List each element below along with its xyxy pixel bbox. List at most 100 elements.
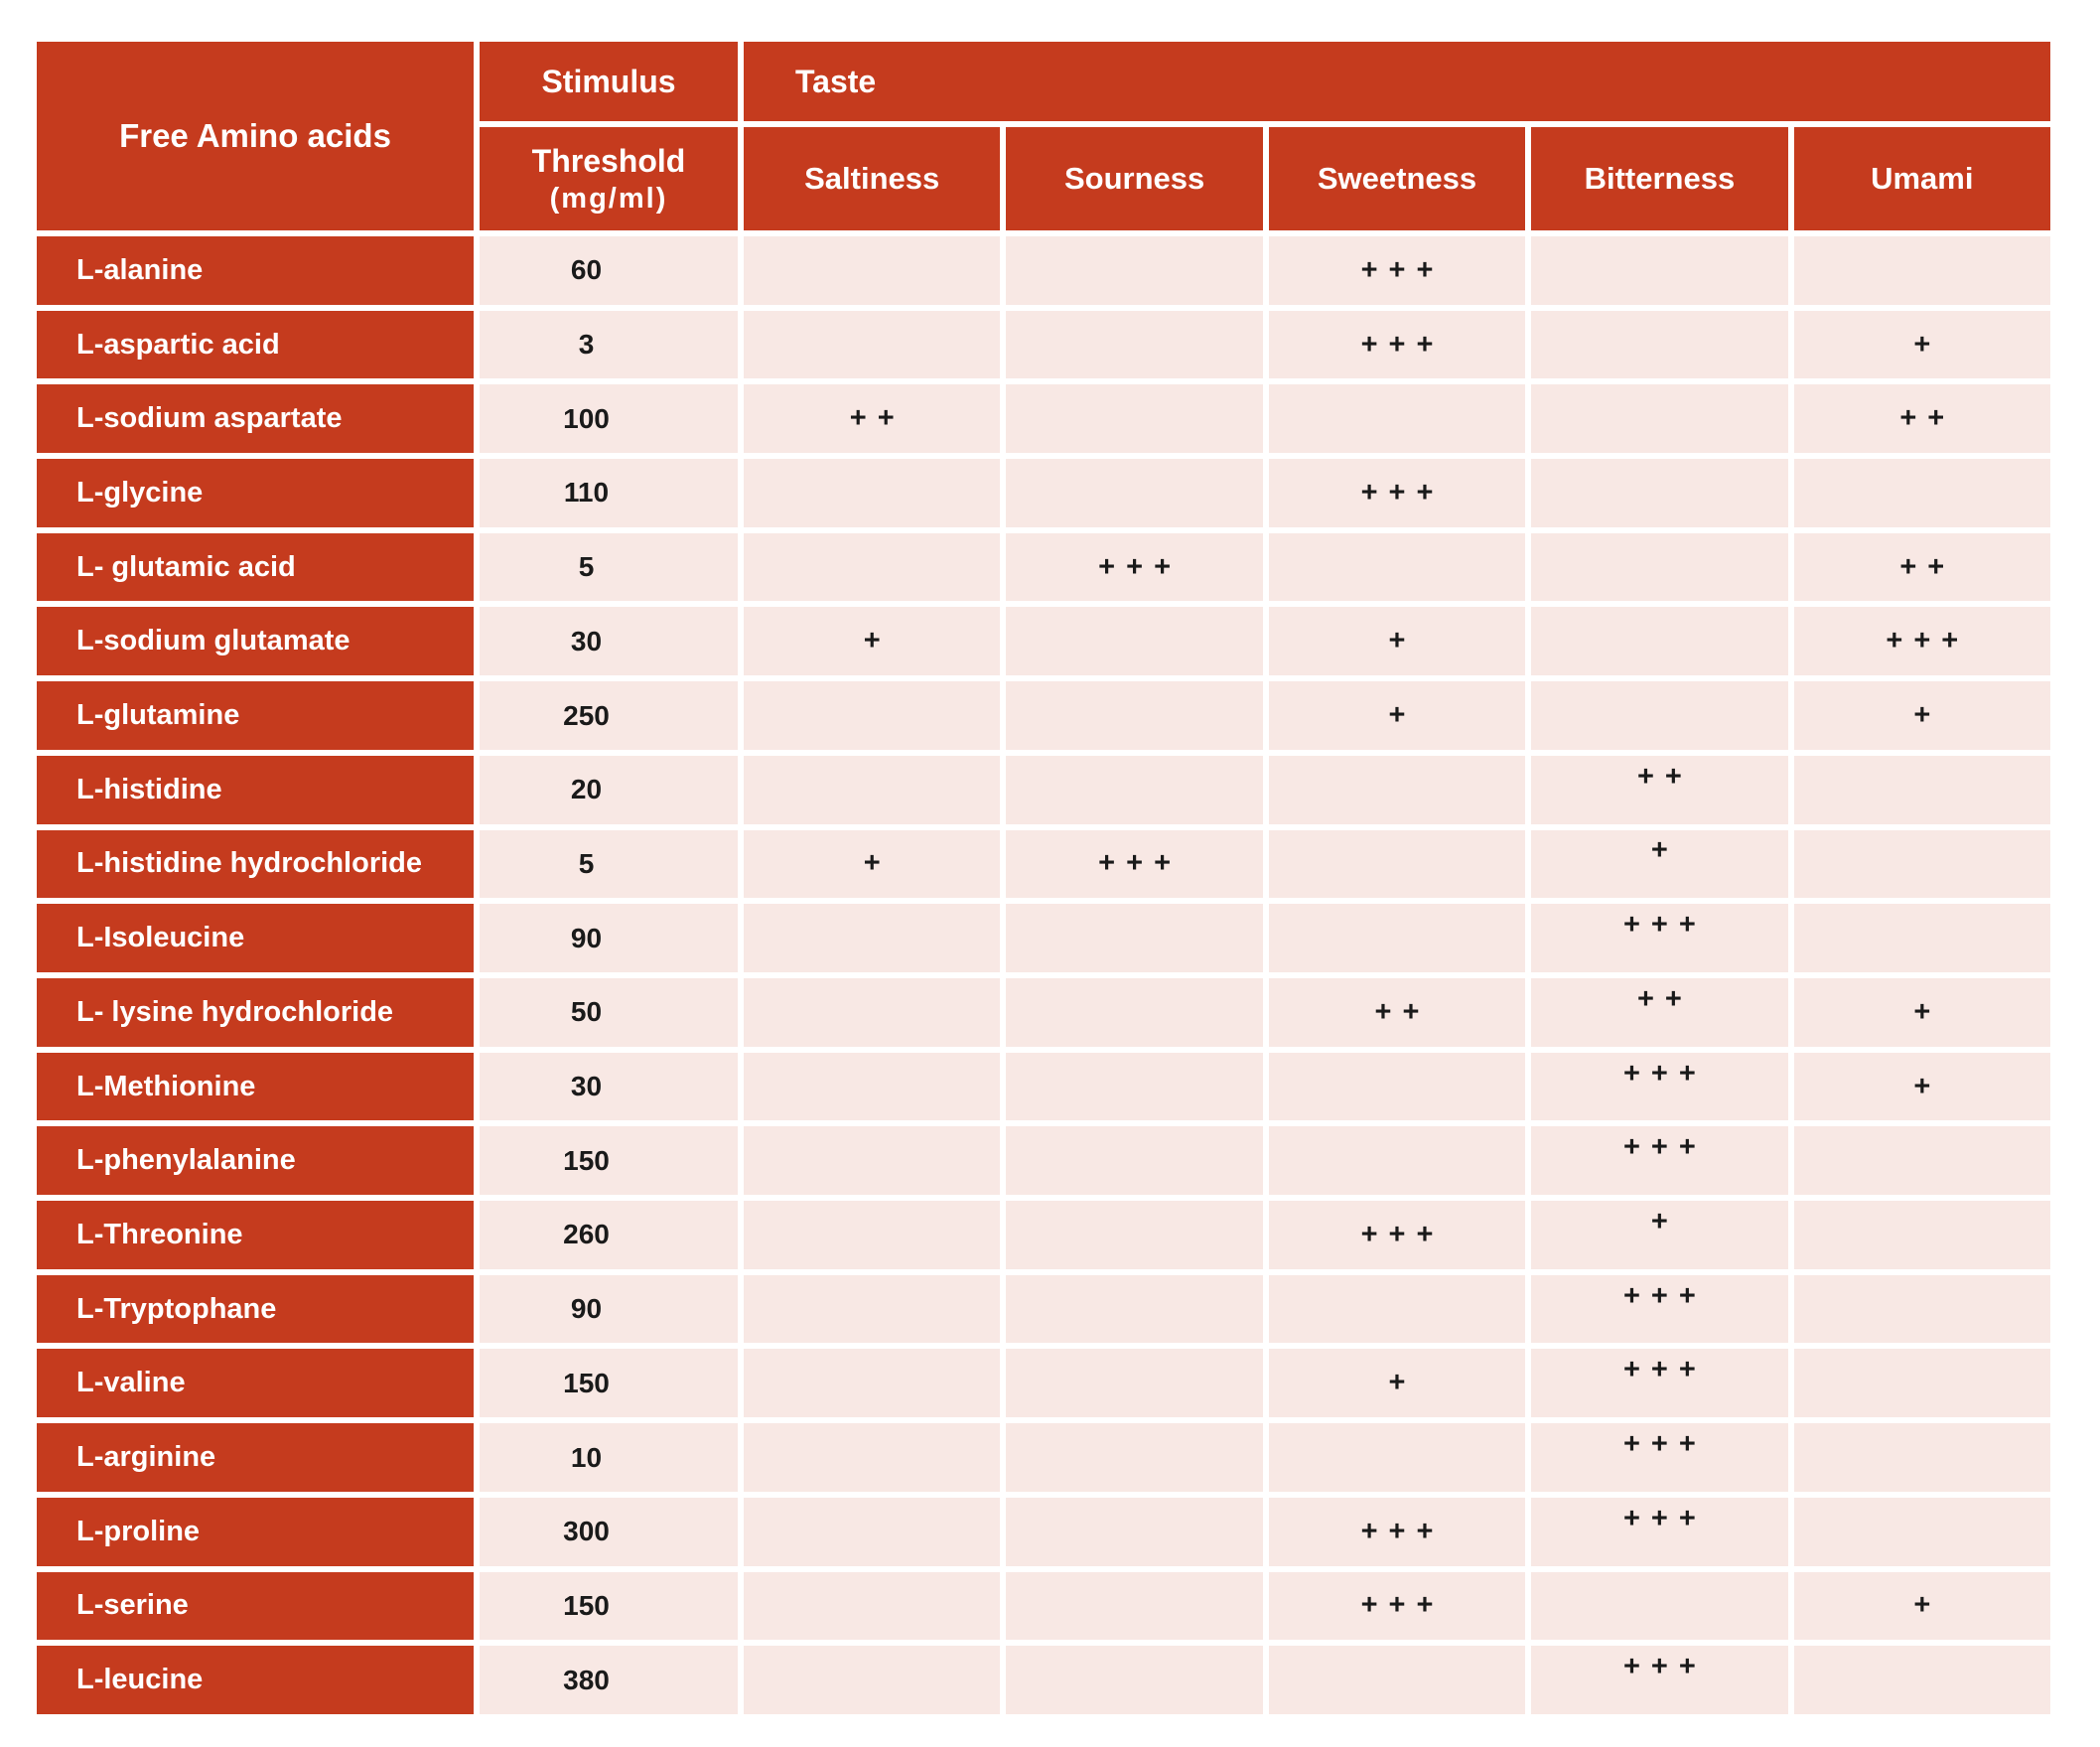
taste-cell-umami — [1793, 755, 2050, 824]
taste-value-bitterness: +++ — [1622, 1131, 1707, 1164]
taste-cell-sourness — [1006, 384, 1263, 454]
threshold-cell: 90 — [480, 1274, 738, 1344]
amino-acid-name-cell: L-Isoleucine — [37, 904, 474, 972]
taste-cell-sweetness — [1268, 384, 1526, 454]
taste-cell-saltiness — [744, 755, 1001, 824]
taste-cell-sweetness — [1268, 829, 1526, 899]
taste-value-bitterness: +++ — [1622, 1428, 1707, 1461]
amino-acid-name-cell: L-phenylalanine — [37, 1126, 474, 1196]
header-free-amino-acids: Free Amino acids — [37, 42, 474, 230]
taste-cell-sourness — [1006, 1571, 1263, 1641]
taste-value-bitterness: ++ — [1636, 982, 1693, 1015]
threshold-cell: 150 — [480, 1349, 738, 1418]
threshold-cell: 30 — [480, 607, 738, 676]
taste-cell-bitterness: + — [1531, 829, 1788, 899]
threshold-cell: 250 — [480, 681, 738, 750]
taste-cell-umami: + — [1793, 1052, 2050, 1121]
header-saltiness-label: Saltiness — [804, 161, 940, 196]
threshold-cell: 20 — [480, 755, 738, 824]
taste-cell-sweetness: +++ — [1268, 1201, 1526, 1269]
taste-cell-sourness — [1006, 1052, 1263, 1121]
taste-cell-bitterness — [1531, 1571, 1788, 1641]
taste-cell-bitterness: +++ — [1531, 1423, 1788, 1492]
threshold-cell: 380 — [480, 1646, 738, 1714]
taste-cell-saltiness — [744, 1201, 1001, 1269]
header-bitterness: Bitterness — [1531, 127, 1788, 230]
amino-acid-name: L- glutamic acid — [76, 550, 296, 583]
amino-acid-name-cell: L-glutamine — [37, 681, 474, 750]
taste-cell-sweetness — [1268, 1646, 1526, 1714]
threshold-cell: 50 — [480, 977, 738, 1047]
header-taste: Taste — [744, 42, 2050, 121]
amino-acid-name: L-glutamine — [76, 699, 240, 732]
amino-acid-name: L-sodium aspartate — [76, 402, 343, 435]
amino-acid-name-cell: L-serine — [37, 1571, 474, 1641]
header-stimulus: Stimulus — [480, 42, 738, 121]
taste-cell-saltiness — [744, 1571, 1001, 1641]
taste-cell-umami — [1793, 1646, 2050, 1714]
taste-cell-sourness — [1006, 681, 1263, 750]
header-bitterness-label: Bitterness — [1584, 161, 1736, 196]
taste-value-sweetness: + — [1388, 625, 1417, 657]
taste-value-saltiness: + — [863, 847, 892, 880]
taste-cell-sourness — [1006, 236, 1263, 305]
taste-cell-sourness — [1006, 755, 1263, 824]
taste-cell-saltiness — [744, 1052, 1001, 1121]
threshold-cell: 100 — [480, 384, 738, 454]
threshold-value: 5 — [578, 847, 595, 879]
taste-cell-umami — [1793, 1201, 2050, 1269]
taste-cell-umami: + — [1793, 977, 2050, 1047]
threshold-cell: 300 — [480, 1497, 738, 1566]
taste-value-umami: + — [1913, 995, 1942, 1028]
threshold-cell: 3 — [480, 310, 738, 379]
taste-cell-saltiness — [744, 1126, 1001, 1196]
taste-value-umami: +++ — [1886, 625, 1970, 657]
threshold-value: 30 — [570, 625, 603, 656]
taste-cell-bitterness: +++ — [1531, 1497, 1788, 1566]
taste-cell-sweetness — [1268, 904, 1526, 972]
taste-cell-sweetness — [1268, 1274, 1526, 1344]
amino-acid-name-cell: L-proline — [37, 1497, 474, 1566]
taste-cell-saltiness: + — [744, 607, 1001, 676]
threshold-value: 60 — [570, 254, 603, 286]
taste-value-umami: + — [1913, 699, 1942, 732]
threshold-cell: 150 — [480, 1126, 738, 1196]
amino-acid-name-cell: L-glycine — [37, 459, 474, 527]
amino-acid-name: L-histidine — [76, 773, 222, 805]
taste-cell-umami — [1793, 236, 2050, 305]
taste-cell-saltiness — [744, 1349, 1001, 1418]
taste-cell-bitterness — [1531, 236, 1788, 305]
amino-acid-name: L-aspartic acid — [76, 328, 280, 361]
taste-cell-saltiness: ++ — [744, 384, 1001, 454]
taste-cell-umami: + — [1793, 681, 2050, 750]
taste-cell-saltiness — [744, 532, 1001, 602]
threshold-value: 3 — [578, 329, 595, 361]
taste-value-sourness: +++ — [1098, 550, 1183, 583]
taste-cell-sweetness — [1268, 1423, 1526, 1492]
taste-cell-sweetness: ++ — [1268, 977, 1526, 1047]
taste-cell-saltiness — [744, 1497, 1001, 1566]
taste-cell-sourness — [1006, 1274, 1263, 1344]
taste-cell-umami — [1793, 1423, 2050, 1492]
taste-cell-bitterness: +++ — [1531, 1349, 1788, 1418]
taste-cell-sourness — [1006, 310, 1263, 379]
taste-value-bitterness: +++ — [1622, 1057, 1707, 1090]
taste-cell-sweetness: +++ — [1268, 1571, 1526, 1641]
taste-cell-umami: + — [1793, 1571, 2050, 1641]
taste-cell-umami — [1793, 1349, 2050, 1418]
taste-value-sweetness: +++ — [1360, 1589, 1445, 1622]
amino-acid-name: L-histidine hydrochloride — [76, 847, 423, 880]
amino-acid-name-cell: L-histidine hydrochloride — [37, 829, 474, 899]
taste-cell-saltiness — [744, 1423, 1001, 1492]
taste-value-bitterness: + — [1650, 1205, 1679, 1237]
threshold-value: 50 — [570, 996, 603, 1028]
taste-value-sweetness: +++ — [1360, 328, 1445, 361]
taste-cell-bitterness — [1531, 384, 1788, 454]
taste-cell-saltiness — [744, 977, 1001, 1047]
amino-acid-name-cell: L-arginine — [37, 1423, 474, 1492]
taste-cell-saltiness — [744, 310, 1001, 379]
taste-cell-sourness: +++ — [1006, 829, 1263, 899]
taste-value-sweetness: ++ — [1374, 995, 1431, 1028]
header-sourness-label: Sourness — [1063, 161, 1205, 196]
taste-value-sweetness: + — [1388, 699, 1417, 732]
